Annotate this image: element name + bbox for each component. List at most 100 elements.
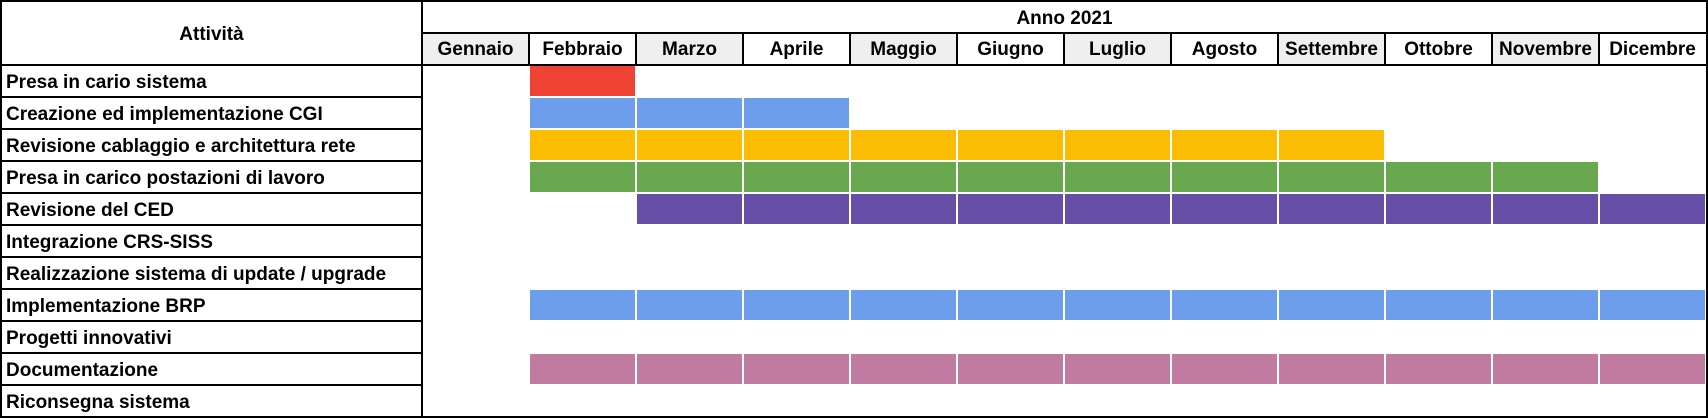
task-bar-segment	[1172, 290, 1277, 320]
task-bar-segment	[1386, 162, 1491, 192]
outer-border	[1706, 1, 1708, 417]
header-border	[1, 64, 1707, 66]
task-bar-segment	[958, 354, 1063, 384]
task-bar-segment	[637, 194, 742, 224]
task-bar-segment	[851, 290, 956, 320]
task-bar-segment	[744, 130, 849, 160]
activity-label: Implementazione BRP	[6, 296, 206, 317]
task-bar-segment	[1172, 162, 1277, 192]
row-separator	[1, 352, 422, 354]
month-header: Dicembre	[1609, 39, 1696, 60]
outer-border	[0, 1, 2, 417]
activity-label: Creazione ed implementazione CGI	[6, 104, 323, 125]
task-bar-segment	[1600, 194, 1705, 224]
month-header: Settembre	[1285, 39, 1378, 60]
month-header: Novembre	[1499, 39, 1592, 60]
task-bar-segment	[744, 290, 849, 320]
task-bar-segment	[1279, 290, 1384, 320]
month-header-shade	[1278, 33, 1385, 65]
task-bar-segment	[530, 98, 635, 128]
month-separator	[742, 33, 744, 65]
task-bar-segment	[637, 162, 742, 192]
activity-label: Documentazione	[6, 360, 159, 381]
month-header-shade	[636, 33, 743, 65]
month-header: Gennaio	[437, 39, 514, 60]
task-bar-segment	[958, 194, 1063, 224]
task-bar-segment	[1600, 290, 1705, 320]
activity-label: Presa in carico postazioni di lavoro	[6, 168, 325, 189]
task-bar-segment	[1600, 354, 1705, 384]
outer-border	[0, 0, 1708, 2]
month-separator	[1384, 33, 1386, 65]
task-bar-segment	[1493, 194, 1598, 224]
task-bar-segment	[530, 66, 635, 96]
activity-label: Progetti innovativi	[6, 328, 172, 349]
task-bar-segment	[1279, 162, 1384, 192]
task-bar-segment	[1279, 130, 1384, 160]
task-bar-segment	[1065, 130, 1170, 160]
month-separator	[1063, 33, 1065, 65]
month-header: Agosto	[1191, 39, 1258, 60]
row-separator	[1, 192, 422, 194]
month-header-shade	[1064, 33, 1171, 65]
row-separator	[1, 320, 422, 322]
row-separator	[1, 160, 422, 162]
task-bar-segment	[958, 130, 1063, 160]
task-bar-segment	[637, 290, 742, 320]
task-bar-segment	[1172, 130, 1277, 160]
task-bar-segment	[530, 354, 635, 384]
task-bar-segment	[744, 354, 849, 384]
task-bar-segment	[530, 162, 635, 192]
task-bar-segment	[1065, 354, 1170, 384]
month-separator	[956, 33, 958, 65]
task-bar-segment	[530, 290, 635, 320]
activity-label: Presa in cario sistema	[6, 72, 207, 93]
task-bar-segment	[637, 354, 742, 384]
month-separator	[1170, 33, 1172, 65]
month-separator	[1598, 33, 1600, 65]
task-bar-segment	[744, 98, 849, 128]
task-bar-segment	[637, 130, 742, 160]
activity-column-border	[421, 1, 423, 417]
task-bar-segment	[958, 290, 1063, 320]
month-separator	[1491, 33, 1493, 65]
month-header-shade	[422, 33, 529, 65]
month-separator	[635, 33, 637, 65]
outer-border	[0, 416, 1708, 418]
activity-label: Riconsegna sistema	[6, 392, 190, 413]
task-bar-segment	[1279, 354, 1384, 384]
task-bar-segment	[851, 130, 956, 160]
month-separator	[1277, 33, 1279, 65]
month-header: Febbraio	[542, 39, 623, 60]
activity-column-header: Attività	[179, 24, 244, 45]
task-bar-segment	[1493, 162, 1598, 192]
task-bar-segment	[1172, 194, 1277, 224]
task-bar-segment	[1386, 194, 1491, 224]
task-bar-segment	[1493, 354, 1598, 384]
row-separator	[1, 128, 422, 130]
row-separator	[1, 96, 422, 98]
task-bar-segment	[1065, 194, 1170, 224]
month-header: Luglio	[1089, 39, 1146, 60]
activity-label: Revisione del CED	[6, 200, 174, 221]
row-separator	[1, 288, 422, 290]
activity-label: Revisione cablaggio e architettura rete	[6, 136, 356, 157]
task-bar-segment	[530, 130, 635, 160]
task-bar-segment	[851, 354, 956, 384]
task-bar-segment	[744, 194, 849, 224]
task-bar-segment	[851, 162, 956, 192]
task-bar-segment	[1065, 162, 1170, 192]
row-separator	[1, 224, 422, 226]
year-header: Anno 2021	[1016, 8, 1113, 29]
month-header-shade	[850, 33, 957, 65]
activity-label: Realizzazione sistema di update / upgrad…	[6, 264, 387, 285]
task-bar-segment	[958, 162, 1063, 192]
task-bar-segment	[637, 98, 742, 128]
task-bar-segment	[851, 194, 956, 224]
task-bar-segment	[1172, 354, 1277, 384]
month-header: Ottobre	[1404, 39, 1473, 60]
month-header: Giugno	[977, 39, 1044, 60]
month-header-shade	[1492, 33, 1599, 65]
row-separator	[1, 256, 422, 258]
row-separator	[1, 384, 422, 386]
